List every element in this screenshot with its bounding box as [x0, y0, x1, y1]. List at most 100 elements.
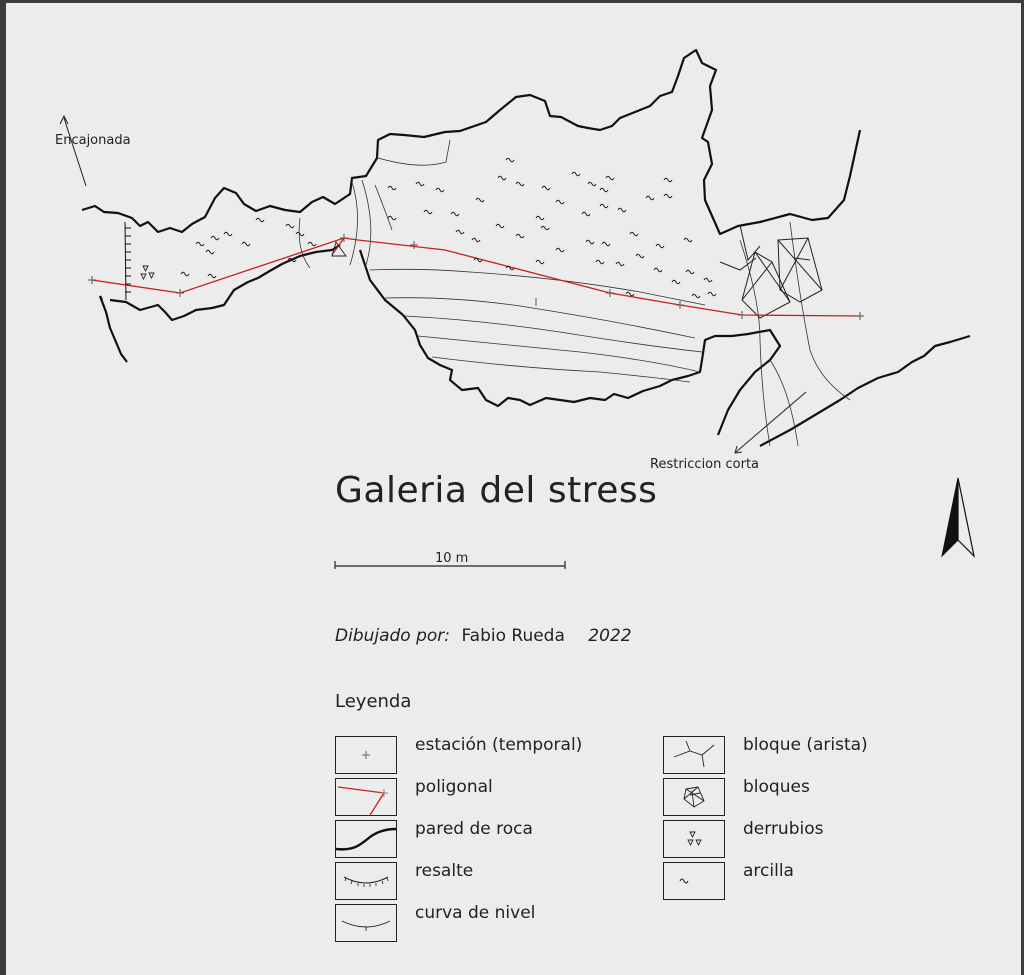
frame-edge — [1021, 0, 1024, 975]
legend-swatch-traverse — [335, 778, 397, 816]
clay-symbol — [535, 259, 545, 265]
clay-symbol — [585, 239, 595, 245]
blocks-cluster — [719, 224, 823, 319]
clay-symbol — [387, 215, 397, 221]
debris-icon — [687, 831, 702, 847]
clay-symbol — [581, 211, 591, 217]
clay-symbol — [423, 209, 433, 215]
label-restriccion: Restriccion corta — [650, 457, 759, 472]
clay-symbol — [471, 237, 481, 243]
legend-label-blocks: bloques — [743, 777, 810, 797]
clay-symbol — [295, 231, 305, 237]
clay-symbol — [541, 185, 551, 191]
clay-icon — [679, 878, 689, 884]
clay-symbol — [435, 187, 445, 193]
clay-symbol — [285, 223, 295, 229]
clay-symbol — [505, 265, 515, 271]
clay-symbol — [703, 277, 713, 283]
legend-swatch-ledge — [335, 862, 397, 900]
clay-symbol — [475, 197, 485, 203]
clay-symbol — [601, 241, 611, 247]
clay-symbol — [287, 257, 297, 263]
clay-symbol — [653, 267, 663, 273]
clay-symbol — [195, 241, 205, 247]
legend-label-contour: curva de nivel — [415, 903, 536, 923]
traverse-line — [91, 237, 861, 317]
clay-symbol — [515, 233, 525, 239]
clay-symbol — [307, 241, 317, 247]
clay-symbol — [223, 231, 233, 237]
clay-symbol — [210, 235, 220, 241]
ledge-icon — [343, 876, 389, 887]
clay-symbol — [473, 257, 483, 263]
stations — [88, 234, 864, 320]
credit-prefix: Dibujado por: — [335, 626, 451, 646]
legend-swatch-contour — [335, 904, 397, 942]
legend-swatch-rock-wall — [335, 820, 397, 858]
legend-label-ledge: resalte — [415, 861, 474, 881]
clay-symbol — [625, 291, 635, 297]
clay-symbol — [599, 203, 609, 209]
scale-label: 10 m — [435, 551, 469, 566]
clay-symbol — [455, 229, 465, 235]
frame-edge — [0, 0, 6, 975]
clay-symbol — [540, 225, 550, 231]
clay-symbol — [255, 217, 265, 223]
clay-symbol — [207, 273, 217, 279]
legend-title: Leyenda — [335, 691, 412, 712]
direction-arrows — [59, 114, 807, 454]
scale-bar — [334, 561, 566, 569]
clay-symbol — [629, 231, 639, 237]
clay-symbol — [571, 171, 581, 177]
legend-label-block-edge: bloque (arista) — [743, 735, 868, 755]
clay-symbol — [671, 279, 681, 285]
north-arrow-icon — [941, 477, 975, 558]
traverse-icon — [337, 786, 388, 815]
clay-symbol — [497, 175, 507, 181]
clay-symbol — [450, 211, 460, 217]
legend-label-clay: arcilla — [743, 861, 794, 881]
ledge-left — [124, 221, 131, 301]
clay-symbol — [587, 181, 597, 187]
legend-swatch-block-edge — [663, 736, 725, 774]
legend-label-debris: derrubios — [743, 819, 824, 839]
clay-symbol — [180, 271, 190, 277]
legend-swatch-clay — [663, 862, 725, 900]
clay-symbol — [599, 187, 609, 193]
clay-symbol — [683, 237, 693, 243]
clay-symbol — [535, 215, 545, 221]
clay-symbol — [515, 181, 525, 187]
clay-symbol — [605, 175, 615, 181]
clay-symbol — [387, 185, 397, 191]
clay-symbol — [415, 181, 425, 187]
clay-symbol — [655, 243, 665, 249]
frame-edge — [0, 0, 1024, 3]
label-encajonada: Encajonada — [55, 133, 131, 148]
legend-swatch-blocks — [663, 778, 725, 816]
clay-symbol — [663, 193, 673, 199]
contour-lines — [298, 139, 851, 447]
clay-symbol — [495, 223, 505, 229]
clay-symbol — [685, 269, 695, 275]
credit-line: Dibujado por: Fabio Rueda 2022 — [335, 626, 632, 646]
block-edge-icon — [673, 740, 715, 768]
clay-symbol — [635, 253, 645, 259]
debris-symbols — [140, 240, 347, 281]
map-title: Galeria del stress — [335, 470, 658, 511]
legend-label-station: estación (temporal) — [415, 735, 583, 755]
clay-symbol — [505, 157, 515, 163]
clay-symbol — [691, 293, 701, 299]
clay-symbol — [707, 291, 717, 297]
clay-symbol — [615, 261, 625, 267]
clay-symbol — [205, 249, 215, 255]
clay-symbol — [241, 241, 251, 247]
clay-symbol — [645, 195, 655, 201]
rock-wall-icon — [336, 827, 396, 851]
legend-swatch-debris — [663, 820, 725, 858]
clay-symbol — [595, 259, 605, 265]
clay-symbol — [555, 199, 565, 205]
legend-swatch-station — [335, 736, 397, 774]
blocks-icon — [683, 786, 705, 808]
